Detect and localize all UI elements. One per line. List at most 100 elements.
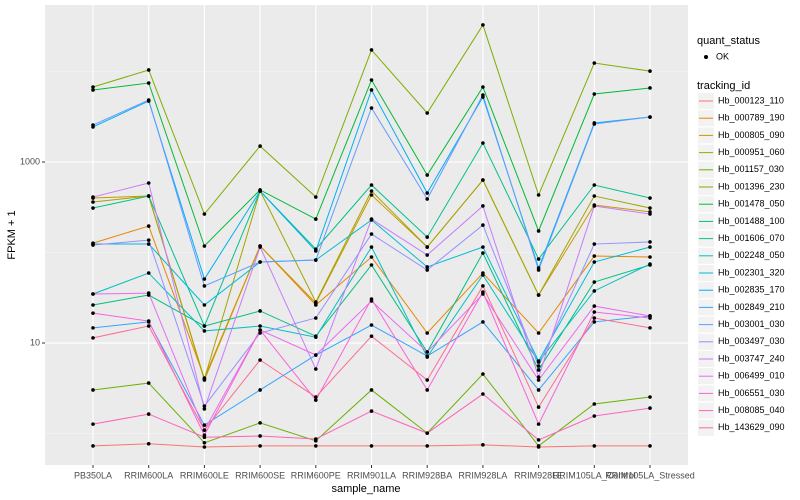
data-point: [592, 254, 597, 258]
data-point: [481, 290, 485, 294]
data-point: [314, 300, 318, 304]
data-point: [648, 245, 652, 249]
data-point: [536, 268, 541, 272]
data-point: [146, 194, 151, 198]
data-point: [536, 405, 541, 409]
data-point: [202, 212, 207, 216]
data-point: [258, 331, 262, 335]
data-point: [91, 85, 95, 89]
data-point: [146, 224, 151, 228]
data-point: [91, 195, 95, 199]
data-point: [91, 388, 95, 392]
legend-label: Hb_003497_030: [718, 336, 785, 346]
data-point: [91, 326, 95, 330]
x-tick-label: RRIM600LA: [124, 470, 173, 480]
data-point: [369, 189, 374, 193]
data-point: [91, 444, 95, 448]
legend-label: Hb_000123_110: [718, 95, 784, 105]
data-point: [258, 189, 262, 193]
data-point: [202, 284, 207, 288]
data-point: [146, 441, 151, 446]
legend-label: Hb_000951_060: [718, 147, 785, 157]
legend-label: Hb_008085_040: [718, 405, 785, 415]
data-point: [481, 392, 485, 396]
data-point: [202, 329, 207, 333]
data-point: [369, 388, 374, 392]
legend-label: Hb_006499_010: [718, 371, 785, 381]
data-point: [592, 414, 597, 418]
legend-label: Hb_002301_320: [718, 267, 785, 277]
data-point: [425, 388, 430, 392]
data-point: [648, 206, 652, 210]
y-tick-label: 1000: [20, 156, 40, 166]
y-axis-title: FPKM + 1: [6, 210, 18, 259]
data-point: [202, 423, 207, 427]
data-point: [592, 260, 597, 264]
data-point: [369, 217, 374, 221]
data-point: [91, 336, 95, 340]
data-point: [592, 316, 597, 320]
x-tick-label: RRIM600SE: [235, 470, 285, 480]
data-point: [369, 323, 374, 327]
data-point: [369, 78, 374, 82]
data-point: [592, 92, 597, 96]
data-point: [425, 245, 430, 249]
x-tick-label: PB350LA: [74, 470, 112, 480]
data-point: [369, 193, 374, 197]
x-tick-label: RRIM105LA_Stressed: [605, 470, 695, 480]
data-point: [648, 240, 652, 244]
data-point: [592, 122, 597, 126]
data-point: [592, 304, 597, 308]
legend-label: Hb_000805_090: [718, 130, 785, 140]
data-point: [425, 431, 430, 435]
data-point: [314, 217, 318, 221]
data-point: [592, 320, 597, 324]
data-point: [481, 284, 485, 288]
data-point: [648, 406, 652, 410]
data-point: [202, 303, 207, 307]
data-point: [146, 319, 151, 323]
data-point: [258, 434, 262, 438]
data-point: [425, 197, 430, 201]
x-tick-label: RRIM901LA: [347, 470, 396, 480]
data-point: [536, 331, 541, 335]
data-point: [648, 212, 652, 216]
data-point: [258, 358, 262, 362]
data-point: [481, 178, 485, 182]
data-point: [146, 271, 151, 275]
data-point: [481, 93, 485, 97]
legend-label: Hb_003747_240: [718, 353, 785, 363]
data-point: [258, 245, 262, 249]
data-point: [314, 444, 318, 448]
data-point: [648, 196, 652, 200]
data-point: [91, 311, 95, 315]
data-point: [648, 326, 652, 330]
legend-label: Hb_003001_030: [718, 319, 785, 329]
legend-label: Hb_001488_100: [718, 216, 785, 226]
data-point: [425, 378, 430, 382]
data-point: [202, 428, 207, 432]
data-point: [146, 98, 151, 102]
data-point: [648, 115, 652, 119]
data-point: [369, 334, 374, 338]
legend-point: [704, 55, 708, 59]
data-point: [481, 23, 485, 27]
data-point: [592, 183, 597, 187]
data-point: [536, 378, 541, 382]
x-tick-label: RRIM600LE: [180, 470, 229, 480]
legend-label: Hb_001606_070: [718, 233, 785, 243]
data-point: [536, 368, 541, 372]
data-point: [536, 438, 541, 442]
data-point: [369, 255, 374, 259]
data-point: [369, 263, 374, 267]
data-point: [536, 375, 541, 379]
data-point: [648, 255, 652, 259]
data-point: [258, 144, 262, 148]
data-point: [481, 223, 485, 227]
data-point: [369, 183, 374, 187]
data-point: [91, 243, 95, 247]
data-point: [425, 191, 430, 195]
data-point: [146, 324, 151, 328]
data-point: [425, 111, 430, 115]
